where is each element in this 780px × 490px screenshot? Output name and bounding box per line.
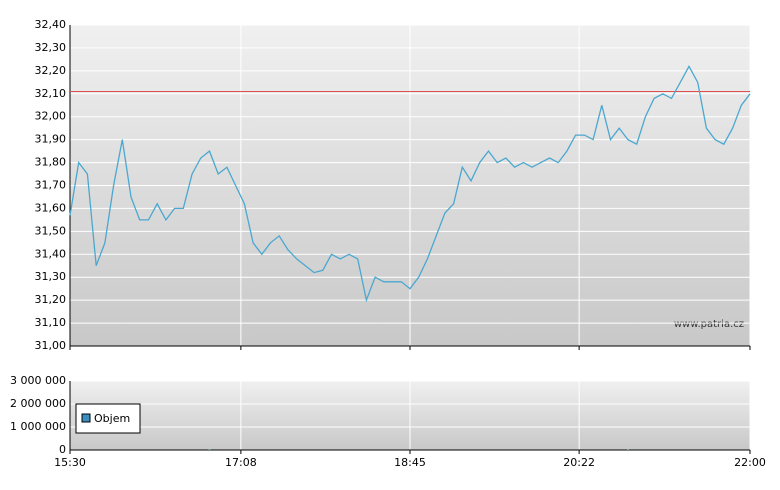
legend-swatch — [81, 413, 91, 423]
x-tick-label: 20:22 — [563, 456, 595, 469]
y-tick-label: 32,10 — [35, 87, 67, 100]
legend-label: Objem — [94, 412, 130, 425]
y-tick-label: 31,90 — [35, 133, 67, 146]
y-tick-label: 31,50 — [35, 224, 67, 237]
y-tick-label: 0 — [59, 443, 66, 456]
y-tick-label: 31,70 — [35, 179, 67, 192]
y-tick-label: 31,00 — [35, 339, 67, 352]
x-tick-label: 18:45 — [394, 456, 426, 469]
y-tick-label: 31,40 — [35, 247, 67, 260]
y-tick-label: 31,20 — [35, 293, 67, 306]
y-tick-label: 2 000 000 — [10, 397, 66, 410]
price-line — [69, 64, 751, 303]
y-tick-label: 32,30 — [35, 41, 67, 54]
x-tick-label: 22:00 — [734, 456, 766, 469]
y-tick-label: 31,60 — [35, 201, 67, 214]
x-tick-label: 15:30 — [54, 456, 86, 469]
y-tick-label: 1 000 000 — [10, 420, 66, 433]
x-tick-label: 17:08 — [225, 456, 257, 469]
y-tick-label: 3 000 000 — [10, 374, 66, 387]
y-tick-label: 31,30 — [35, 270, 67, 283]
y-tick-label: 31,10 — [35, 316, 67, 329]
y-tick-label: 32,40 — [35, 18, 67, 31]
y-tick-label: 31,80 — [35, 156, 67, 169]
y-tick-label: 32,20 — [35, 64, 67, 77]
watermark: www.patria.cz — [674, 319, 744, 330]
y-tick-label: 32,00 — [35, 110, 67, 123]
